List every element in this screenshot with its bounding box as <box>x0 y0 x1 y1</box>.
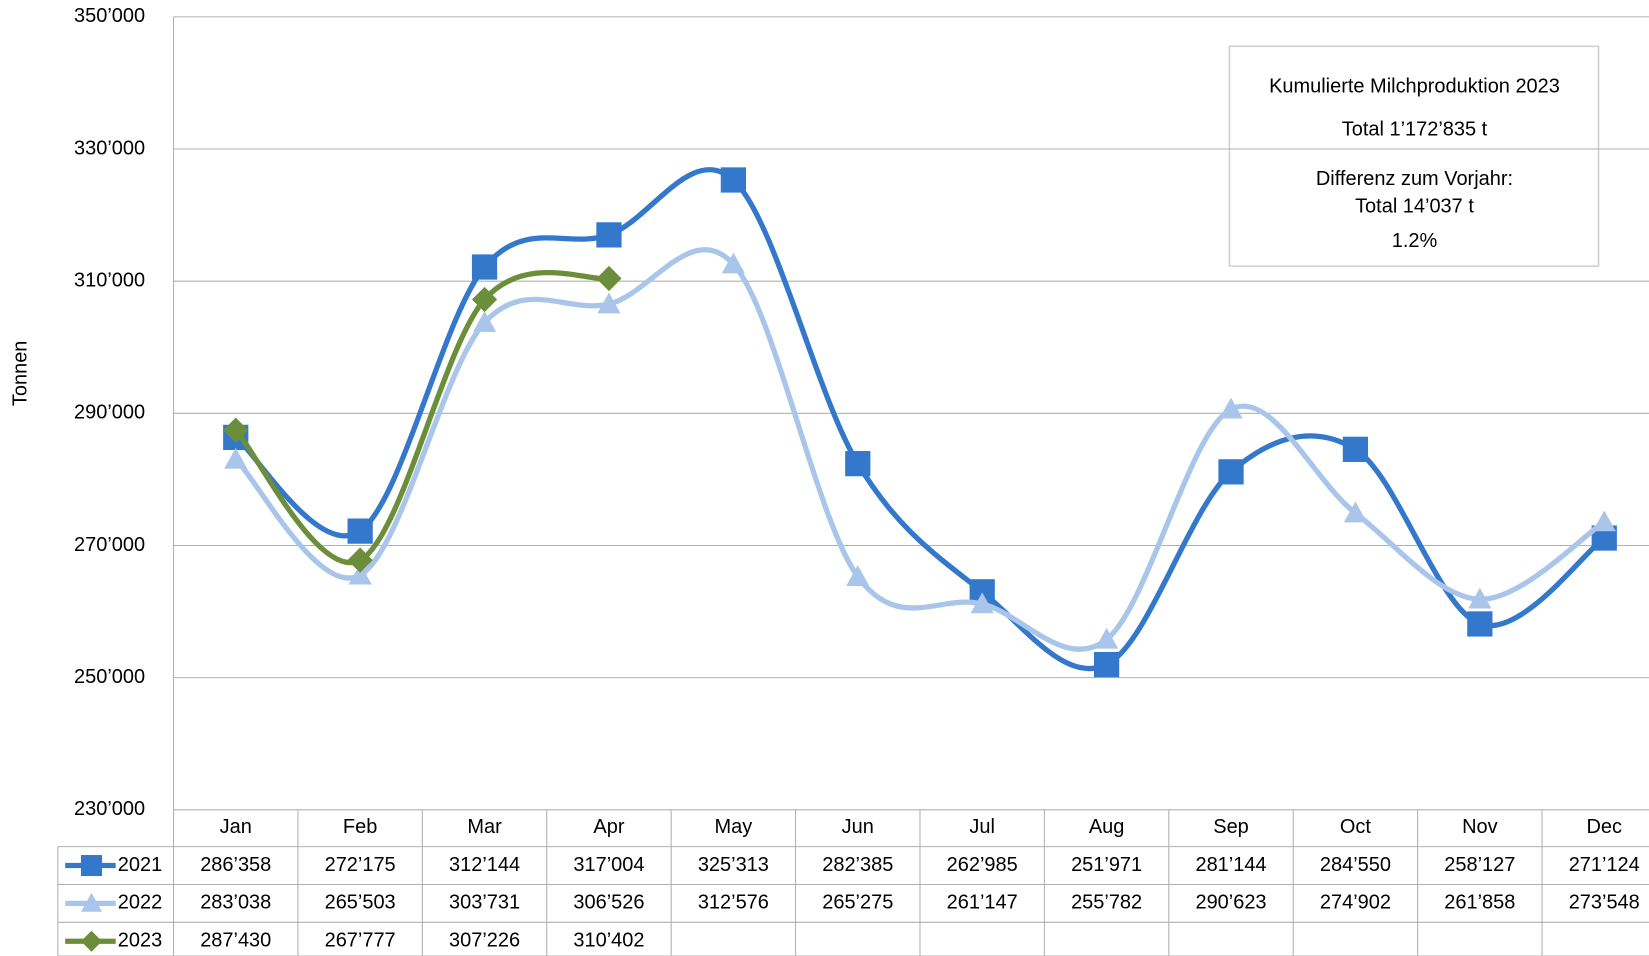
legend-label: 2023 <box>118 930 162 952</box>
series-line <box>233 247 1606 652</box>
marker <box>224 447 248 469</box>
x-tick-label: Jul <box>969 816 995 838</box>
annotation-text: Differenz zum Vorjahr: <box>1316 168 1513 190</box>
series-line <box>234 167 1606 672</box>
legend-label: 2022 <box>118 892 162 914</box>
marker <box>1342 436 1369 462</box>
table-value: 272’175 <box>325 854 396 876</box>
x-tick-label: Nov <box>1462 816 1498 838</box>
table-value: 312’144 <box>449 854 520 876</box>
x-tick-label: May <box>715 816 753 838</box>
marker <box>596 222 622 248</box>
marker <box>348 563 372 585</box>
marker <box>471 254 498 280</box>
y-tick-label: 310’000 <box>74 269 145 291</box>
table-value: 286’358 <box>200 854 271 876</box>
y-tick-label: 350’000 <box>74 5 145 27</box>
x-tick-label: Mar <box>467 816 502 838</box>
marker <box>970 592 994 614</box>
x-tick-label: Aug <box>1089 816 1125 838</box>
table-value: 258’127 <box>1444 854 1515 876</box>
x-tick-label: Sep <box>1213 816 1249 838</box>
marker <box>223 417 249 443</box>
table-value: 317’004 <box>573 854 644 876</box>
x-tick-label: Jun <box>842 816 874 838</box>
table-value: 251’971 <box>1071 854 1142 876</box>
y-axis-title: Tonnen <box>9 341 31 407</box>
y-tick-label: 290’000 <box>74 402 145 424</box>
table-value: 262’985 <box>947 854 1018 876</box>
marker <box>472 311 497 332</box>
marker <box>597 292 621 314</box>
table-value: 261’147 <box>947 892 1018 914</box>
x-tick-label: Feb <box>343 816 377 838</box>
table-value: 307’226 <box>449 930 520 952</box>
table-value: 287’430 <box>200 930 271 952</box>
marker <box>1219 397 1243 419</box>
table-value: 310’402 <box>573 930 644 952</box>
marker <box>1467 611 1493 637</box>
table-value: 282’385 <box>822 854 893 876</box>
marker <box>347 518 373 544</box>
table-value: 261’858 <box>1444 892 1515 914</box>
y-tick-label: 250’000 <box>74 666 145 688</box>
annotation-text: Total 14’037 t <box>1355 195 1474 217</box>
series-line <box>233 269 610 566</box>
table-value: 284’550 <box>1320 854 1391 876</box>
x-tick-label: Jan <box>220 816 252 838</box>
marker <box>1218 459 1244 485</box>
marker <box>1093 651 1120 678</box>
marker <box>845 451 871 477</box>
table-value: 267’777 <box>325 930 396 952</box>
marker <box>721 252 745 274</box>
legend-label: 2021 <box>118 854 162 876</box>
table-value: 255’782 <box>1071 892 1142 914</box>
y-tick-label: 230’000 <box>74 798 145 820</box>
annotation-text: Kumulierte Milchproduktion 2023 <box>1269 76 1560 98</box>
table-value: 283’038 <box>200 892 271 914</box>
marker <box>1343 501 1367 523</box>
marker <box>1095 627 1119 649</box>
marker <box>720 167 746 193</box>
table-value: 325’313 <box>698 854 769 876</box>
table-value: 265’275 <box>822 892 893 914</box>
x-tick-label: Dec <box>1586 816 1622 838</box>
annotation-text: Total 1’172’835 t <box>1342 119 1488 141</box>
table-value: 273’548 <box>1569 892 1640 914</box>
annotation-text: 1.2% <box>1392 230 1438 252</box>
marker <box>80 855 103 877</box>
marker <box>846 565 870 586</box>
y-tick-label: 330’000 <box>74 137 145 159</box>
table-value: 274’902 <box>1320 892 1391 914</box>
table-value: 265’503 <box>325 892 396 914</box>
y-tick-label: 270’000 <box>74 534 145 556</box>
table-value: 303’731 <box>449 892 520 914</box>
x-tick-label: Oct <box>1340 816 1372 838</box>
table-value: 281’144 <box>1195 854 1266 876</box>
table-value: 271’124 <box>1569 854 1640 876</box>
marker <box>80 892 103 912</box>
marker <box>596 265 622 292</box>
marker <box>1468 587 1492 609</box>
annotation-box <box>1228 45 1600 267</box>
table-value: 306’526 <box>573 892 644 914</box>
marker <box>1592 510 1616 532</box>
marker <box>80 930 103 952</box>
x-tick-label: Apr <box>593 816 624 838</box>
table-value: 312’576 <box>698 892 769 914</box>
table-value: 290’623 <box>1195 892 1266 914</box>
